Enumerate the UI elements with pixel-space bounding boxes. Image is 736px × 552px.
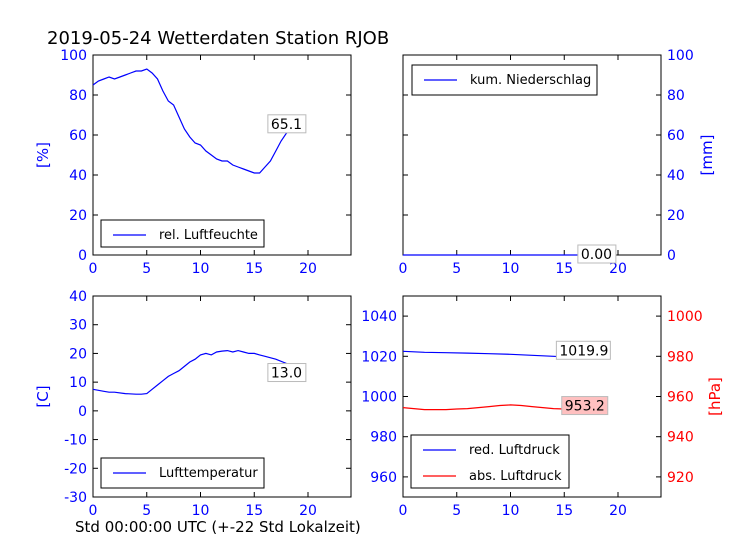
y-tick-label-left: 1000 [361,390,397,406]
y-axis-label: [C] [34,385,52,407]
y-tick-label-right: 960 [667,390,694,406]
x-tick-label: 0 [89,503,98,519]
x-tick-label: 10 [192,261,210,277]
y-tick-label: 20 [69,208,87,224]
x-tick-label: 20 [299,503,317,519]
figure-title: 2019-05-24 Wetterdaten Station RJOB [47,28,389,49]
y-tick-label: 40 [69,168,87,184]
x-tick-label: 15 [245,261,263,277]
x-tick-label: 0 [399,261,408,277]
y-tick-label: 20 [667,208,685,224]
x-tick-label: 15 [555,261,573,277]
x-tick-label: 0 [89,261,98,277]
y-tick-label-right: 980 [667,349,694,365]
y-tick-label: 30 [69,318,87,334]
x-tick-label: 10 [192,503,210,519]
y-tick-label: -10 [64,433,87,449]
value-label-box [561,396,609,416]
y-axis-label: [mm] [698,135,716,176]
panel-temperature: 0 5 10 15 20 -30 -20 -10 0 10 20 30 40 [C] 13.0 Lufttem… [34,289,352,519]
y-tick-label: 40 [69,289,87,305]
y-tick-label: 60 [667,128,685,144]
legend-box [410,434,570,489]
series-line-rel-luftfeuchte [92,68,298,174]
value-label: 65.1 [271,117,302,133]
y-tick-label-right: 1000 [667,309,703,325]
x-tick-label: 5 [142,261,151,277]
y-tick-label: -20 [64,461,87,477]
x-tick-label: 20 [299,261,317,277]
y-tick-label: 0 [667,248,676,264]
legend-box [100,457,265,489]
legend-label: red. Luftdruck [469,443,560,458]
x-tick-label: 5 [452,503,461,519]
value-label: 953.2 [565,399,605,415]
y-tick-label: 80 [69,88,87,104]
legend-label: Lufttemperatur [159,466,258,481]
value-label-box [555,340,611,360]
value-label: 1019.9 [559,343,608,359]
y-tick-label: 0 [78,404,87,420]
value-label-box [267,114,307,134]
y-axis-label: [%] [34,142,52,168]
panel-precip: 0 5 10 15 20 0 20 40 60 80 100 [mm] 0.00 kum. Nieders… [399,48,716,277]
value-label-box [577,244,617,264]
y-tick-label-left: 980 [370,430,397,446]
y-tick-label: 40 [667,168,685,184]
legend-box [100,219,265,248]
x-tick-label: 10 [502,503,520,519]
legend-label: abs. Luftdruck [469,469,562,484]
x-tick-label: 5 [142,503,151,519]
y-tick-label: 100 [60,48,87,64]
x-tick-label: 15 [555,503,573,519]
y-tick-label: 0 [78,248,87,264]
y-tick-label: 10 [69,375,87,391]
y-tick-label: 20 [69,346,87,362]
x-tick-label: 5 [452,261,461,277]
y-tick-label-left: 1040 [361,309,397,325]
value-label-box [267,363,307,383]
x-tick-label: 20 [609,503,627,519]
x-tick-label: 0 [399,503,408,519]
series-line-lufttemperatur [92,349,298,395]
y-tick-label-left: 960 [370,470,397,486]
y-tick-label-left: 1020 [361,349,397,365]
value-label: 13.0 [271,366,302,382]
x-tick-label: 10 [502,261,520,277]
y-tick-label: -30 [64,490,87,506]
panel-humidity: 0 5 10 15 20 0 20 40 60 80 100 [%] 65.1 rel. Luftfeuc… [34,48,352,277]
x-tick-label: 15 [245,503,263,519]
legend-label: kum. Niederschlag [470,73,591,88]
legend-label: rel. Luftfeuchte [159,228,258,243]
x-tick-label: 20 [609,261,627,277]
y-tick-label-right: 940 [667,430,694,446]
panel-pressure: 0 5 10 15 20 960 980 1000 1020 1040 920 940 960 980 10… [361,295,724,519]
y-tick-label: 60 [69,128,87,144]
y-axis-label-right: [hPa] [706,377,724,416]
y-tick-label-right: 920 [667,470,694,486]
y-tick-label: 100 [667,48,694,64]
x-axis-label: Std 00:00:00 UTC (+-22 Std Lokalzeit) [75,518,361,536]
y-tick-label: 80 [667,88,685,104]
value-label: 0.00 [581,247,612,263]
